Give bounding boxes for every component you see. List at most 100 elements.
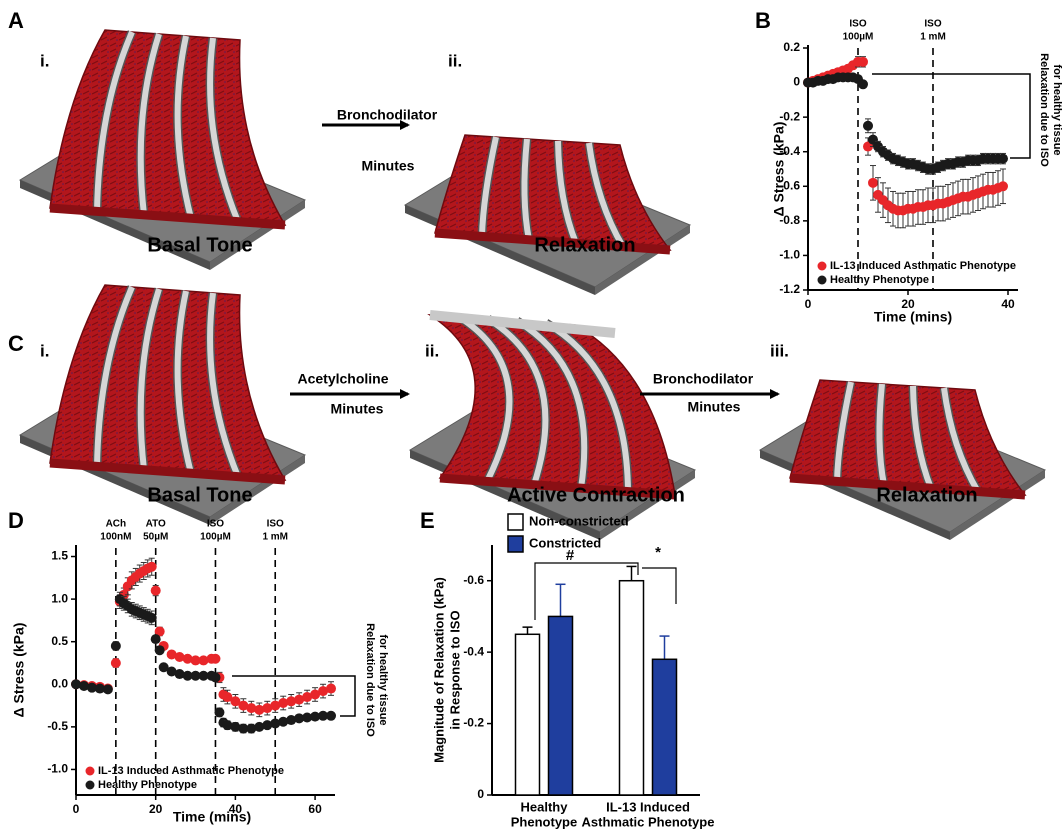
x-tick-label: 20 xyxy=(901,297,915,311)
treatment-label: 100µM xyxy=(843,32,874,43)
data-point xyxy=(190,655,201,666)
data-point xyxy=(863,120,873,131)
arrow-label: Bronchodilator xyxy=(337,107,438,123)
rib xyxy=(137,288,162,471)
data-point xyxy=(858,79,868,90)
rib xyxy=(457,314,513,483)
caption: Relaxation xyxy=(534,234,635,256)
data-point xyxy=(246,703,257,714)
tissue xyxy=(18,284,307,525)
data-point xyxy=(238,700,249,711)
caption: Basal Tone xyxy=(147,484,252,506)
treatment-label: ACh xyxy=(106,519,127,530)
x-tick-label: IL-13 Induced xyxy=(606,799,690,814)
data-point xyxy=(262,703,273,714)
y-axis-label: Magnitude of Relaxation (kPa) xyxy=(431,577,446,763)
bar xyxy=(547,615,574,796)
y-axis-label: in Response to ISO xyxy=(447,610,462,729)
illustrations xyxy=(18,29,1047,540)
data-point xyxy=(246,723,257,734)
legend-label: Constricted xyxy=(529,535,601,550)
x-tick-label: 60 xyxy=(308,802,322,816)
rib xyxy=(910,385,934,490)
x-tick-label: 0 xyxy=(805,297,812,311)
y-tick-label: -0.2 xyxy=(463,716,484,730)
data-point xyxy=(868,134,878,145)
rib xyxy=(207,292,241,478)
caption: Active Contraction xyxy=(507,484,685,506)
annotation: Relaxation due to ISO xyxy=(364,623,376,737)
data-point xyxy=(110,657,121,668)
data-point xyxy=(254,721,265,732)
treatment-label: ISO xyxy=(849,19,866,30)
sheet-base xyxy=(49,458,286,485)
data-point xyxy=(326,683,337,694)
data-point xyxy=(286,715,297,726)
data-point xyxy=(182,670,193,681)
x-tick-label: Asthmatic Phenotype xyxy=(582,814,715,829)
data-point xyxy=(302,692,313,703)
stage-label: i. xyxy=(40,341,49,360)
rib xyxy=(521,138,532,241)
caption: Relaxation xyxy=(876,484,977,506)
y-tick-label: -0.8 xyxy=(779,213,800,227)
stage-label: ii. xyxy=(425,341,439,360)
rib xyxy=(555,140,579,245)
data-point xyxy=(146,612,157,623)
data-point xyxy=(318,710,329,721)
data-point xyxy=(110,640,121,651)
data-point xyxy=(86,682,97,693)
legend-marker xyxy=(817,275,827,285)
data-point xyxy=(318,686,329,697)
y-tick-label: -0.2 xyxy=(779,109,800,123)
sheet-base xyxy=(439,473,676,500)
data-point xyxy=(302,712,313,723)
data-point xyxy=(71,679,81,690)
y-axis-label: Δ Stress (kPa) xyxy=(11,623,27,718)
platform-side xyxy=(595,225,690,295)
x-axis-label: Time (mins) xyxy=(874,309,952,325)
legend-label: Non-constricted xyxy=(529,513,629,528)
muscle-sheet xyxy=(427,314,676,496)
data-point xyxy=(94,683,105,694)
y-tick-label: 0.0 xyxy=(51,676,68,690)
data-point xyxy=(150,634,161,645)
arrow-label: Minutes xyxy=(688,399,741,415)
data-point xyxy=(310,689,321,700)
x-tick-label: Healthy xyxy=(521,799,569,814)
muscle-sheet xyxy=(49,284,287,481)
data-point xyxy=(254,704,265,715)
legend-label: IL-13 Induced Asthmatic Phenotype xyxy=(830,260,1016,272)
rib xyxy=(941,387,981,494)
panel-letter: C xyxy=(8,331,24,356)
rib xyxy=(834,381,854,482)
y-tick-label: 1.5 xyxy=(51,549,68,563)
bracket xyxy=(872,73,1031,159)
treatment-label: ISO xyxy=(207,519,224,530)
sheet-cap xyxy=(429,310,616,338)
stage-label: ii. xyxy=(448,51,462,70)
data-point xyxy=(278,716,289,727)
data-point xyxy=(270,700,281,711)
data-point xyxy=(166,666,177,677)
x-tick-label: 40 xyxy=(1001,297,1015,311)
bar xyxy=(651,658,678,796)
rib xyxy=(174,290,194,474)
arrow-label: Acetylcholine xyxy=(297,371,388,387)
data-point xyxy=(262,720,273,731)
panel-letter: E xyxy=(420,508,435,533)
stage-label: iii. xyxy=(770,341,789,360)
data-point xyxy=(174,652,185,663)
rib xyxy=(174,35,194,219)
panel-letter: D xyxy=(8,508,24,533)
y-tick-label: -1.0 xyxy=(779,248,800,262)
legend-label: IL-13 Induced Asthmatic Phenotype xyxy=(98,765,284,777)
data-point xyxy=(326,710,337,721)
x-tick-label: 40 xyxy=(229,802,243,816)
rib xyxy=(486,316,549,486)
annotation: for healthy tissue xyxy=(377,634,389,725)
data-point xyxy=(210,653,221,664)
legend-marker xyxy=(85,766,95,776)
legend-label: Healthy Phenotype xyxy=(830,274,929,286)
